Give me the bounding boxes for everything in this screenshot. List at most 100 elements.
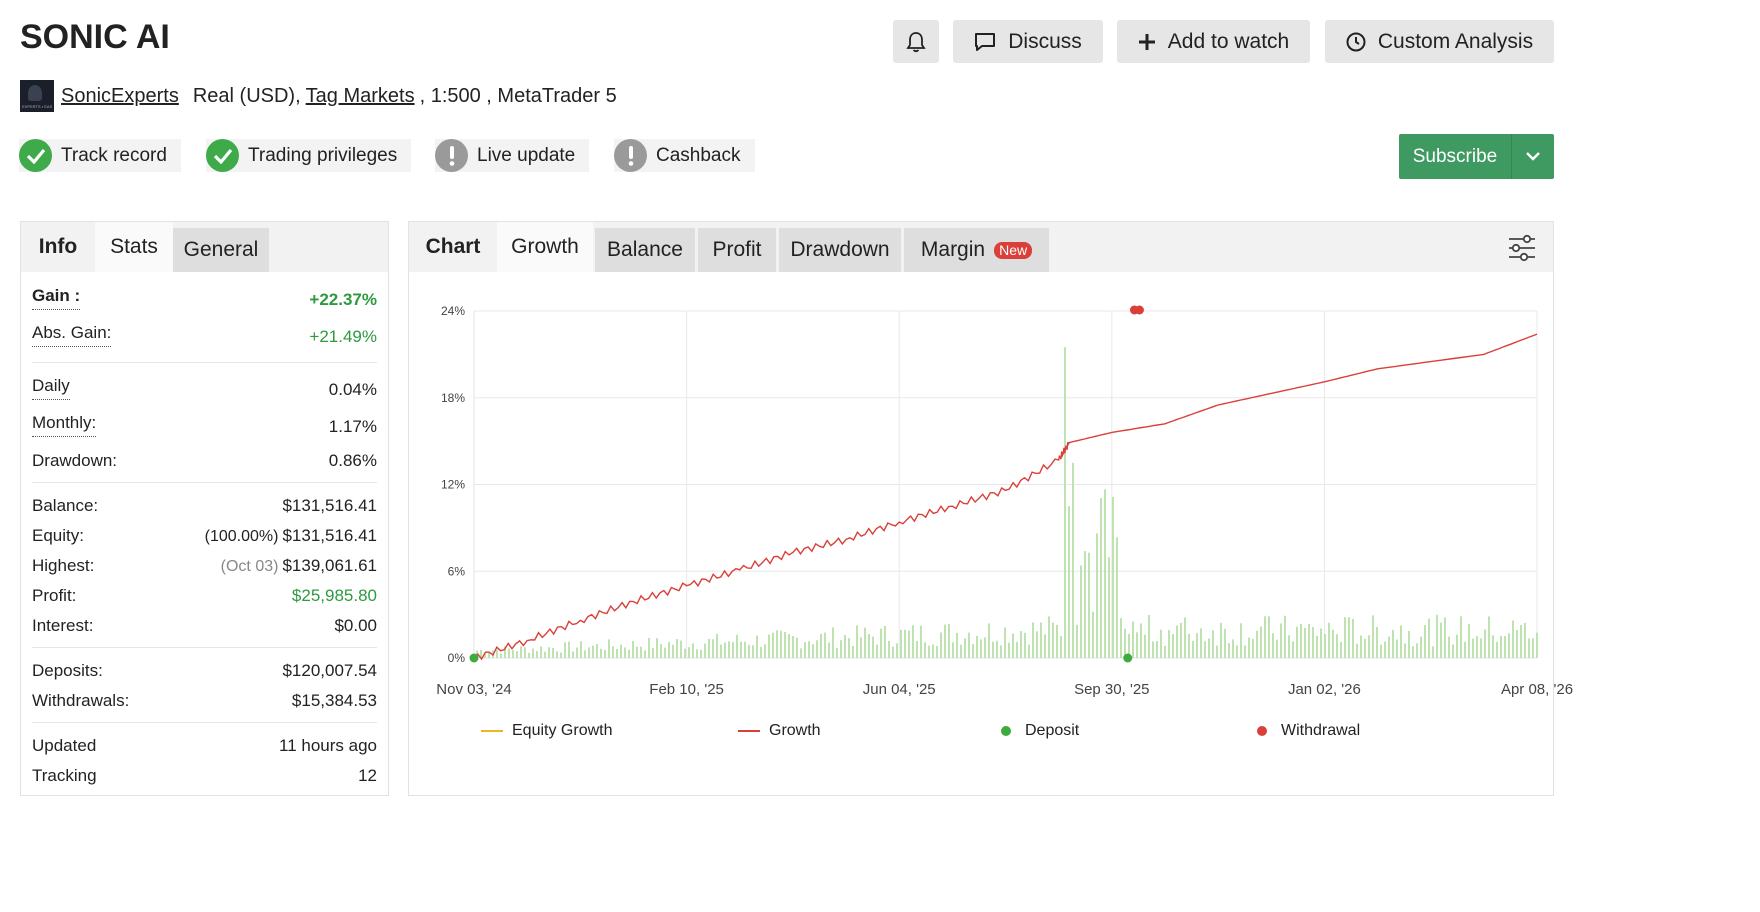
divider	[32, 482, 377, 483]
new-badge: New	[994, 241, 1033, 259]
tab-margin-label: Margin	[920, 238, 986, 261]
withdrawals-value: $15,384.53	[291, 691, 377, 710]
row-tracking: Tracking 12	[32, 766, 377, 786]
profit-value: $25,985.80	[291, 586, 377, 605]
tab-profit-label: Profit	[712, 238, 762, 261]
clock-icon	[1346, 32, 1366, 51]
legend-label: Withdrawal	[1281, 722, 1361, 739]
notify-button[interactable]	[893, 20, 939, 63]
abs-gain-label[interactable]: Abs. Gain:	[32, 323, 112, 347]
info-tabbar: Info Stats General	[21, 222, 388, 272]
tracking-value: 12	[358, 766, 377, 785]
balance-label: Balance:	[32, 496, 99, 515]
equity-value-group: (100.00%) $131,516.41	[205, 526, 377, 546]
legend-equity-growth[interactable]: Equity Growth	[481, 722, 612, 740]
tab-growth[interactable]: Growth	[497, 222, 593, 272]
equity-pct: (100.00%)	[204, 528, 279, 545]
deposits-value: $120,007.54	[282, 661, 377, 680]
legend-label: Growth	[769, 722, 821, 739]
tab-chart[interactable]: Chart	[425, 235, 481, 258]
tab-drawdown[interactable]: Drawdown	[779, 228, 901, 272]
row-updated: Updated 11 hours ago	[32, 736, 377, 756]
row-highest: Highest: (Oct 03) $139,061.61	[32, 556, 377, 576]
badge-label: Cashback	[656, 144, 741, 166]
exclamation-circle-icon	[435, 139, 468, 172]
divider	[32, 722, 377, 723]
subscribe-label[interactable]: Subscribe	[1412, 145, 1498, 167]
chevron-down-icon	[1526, 152, 1540, 161]
legend-withdrawal[interactable]: Withdrawal	[1257, 722, 1360, 740]
badge-live-update[interactable]: Live update	[435, 139, 590, 172]
drawdown-label: Drawdown:	[32, 451, 118, 470]
chart-settings-button[interactable]	[1507, 234, 1537, 262]
avatar[interactable]: EXPERTS ▪ EAS	[20, 80, 54, 112]
check-circle-icon	[19, 139, 52, 172]
row-daily: Daily 0.04%	[32, 376, 377, 400]
discuss-button[interactable]: Discuss	[953, 20, 1103, 63]
interest-label: Interest:	[32, 616, 94, 635]
check-circle-icon	[206, 139, 239, 172]
tab-info[interactable]: Info	[38, 235, 78, 258]
highest-date: (Oct 03)	[220, 558, 279, 575]
row-interest: Interest: $0.00	[32, 616, 377, 636]
badge-label: Trading privileges	[248, 144, 398, 166]
chart-panel: Chart Growth Balance Profit Drawdown Mar…	[408, 221, 1554, 796]
row-drawdown: Drawdown: 0.86%	[32, 451, 377, 471]
tab-stats[interactable]: Stats	[95, 222, 173, 272]
author-link[interactable]: SonicExperts	[61, 84, 179, 107]
comment-icon	[975, 32, 996, 51]
row-profit: Profit: $25,985.80	[32, 586, 377, 606]
badge-track-record[interactable]: Track record	[19, 139, 181, 172]
row-balance: Balance: $131,516.41	[32, 496, 377, 516]
monthly-value: 1.17%	[328, 417, 377, 436]
legend-dot-swatch	[1001, 726, 1011, 736]
updated-label: Updated	[32, 736, 97, 755]
add-to-watch-button[interactable]: Add to watch	[1117, 20, 1310, 63]
page-title: SONIC AI	[20, 18, 170, 56]
abs-gain-value: +21.49%	[309, 327, 377, 346]
legend-label: Deposit	[1025, 722, 1080, 739]
sliders-icon	[1509, 234, 1535, 262]
account-details: , 1:500 , MetaTrader 5	[419, 84, 617, 107]
gain-label[interactable]: Gain :	[32, 286, 81, 310]
badge-label: Track record	[61, 144, 167, 166]
tab-balance-label: Balance	[607, 238, 683, 261]
account-type: Real (USD),	[192, 84, 301, 107]
custom-analysis-button[interactable]: Custom Analysis	[1325, 20, 1554, 63]
legend-deposit[interactable]: Deposit	[1001, 722, 1079, 740]
badge-cashback[interactable]: Cashback	[614, 139, 755, 172]
highest-label: Highest:	[32, 556, 95, 575]
broker-link[interactable]: Tag Markets	[305, 84, 415, 107]
subscribe-button[interactable]: Subscribe	[1399, 134, 1554, 179]
legend-label: Equity Growth	[512, 722, 613, 739]
tab-profit[interactable]: Profit	[698, 228, 776, 272]
row-equity: Equity: (100.00%) $131,516.41	[32, 526, 377, 546]
row-gain: Gain : +22.37%	[32, 286, 377, 310]
add-to-watch-label: Add to watch	[1167, 29, 1290, 53]
divider	[32, 362, 377, 363]
subscribe-dropdown[interactable]	[1511, 134, 1554, 179]
row-withdrawals: Withdrawals: $15,384.53	[32, 691, 377, 711]
tab-general[interactable]: General	[173, 228, 269, 272]
monthly-label[interactable]: Monthly:	[32, 413, 97, 437]
tracking-label: Tracking	[32, 766, 97, 785]
plus-icon	[1138, 33, 1155, 50]
withdrawals-label: Withdrawals:	[32, 691, 130, 710]
drawdown-value: 0.86%	[328, 451, 377, 470]
account-info-line: EXPERTS ▪ EAS SonicExperts Real (USD), T…	[20, 80, 617, 112]
bell-icon	[906, 31, 926, 52]
custom-analysis-label: Custom Analysis	[1377, 29, 1534, 53]
tab-margin[interactable]: Margin New	[904, 228, 1049, 272]
legend-dot-swatch	[1257, 726, 1267, 736]
legend-growth[interactable]: Growth	[738, 722, 821, 740]
daily-label[interactable]: Daily	[32, 376, 70, 400]
legend-line-swatch	[738, 730, 760, 732]
divider	[32, 647, 377, 648]
chart-tabbar: Chart Growth Balance Profit Drawdown Mar…	[409, 222, 1553, 272]
exclamation-circle-icon	[614, 139, 647, 172]
equity-label: Equity:	[32, 526, 84, 545]
daily-value: 0.04%	[328, 380, 377, 399]
interest-value: $0.00	[334, 616, 377, 635]
badge-trading-privileges[interactable]: Trading privileges	[206, 139, 412, 172]
tab-balance[interactable]: Balance	[595, 228, 695, 272]
